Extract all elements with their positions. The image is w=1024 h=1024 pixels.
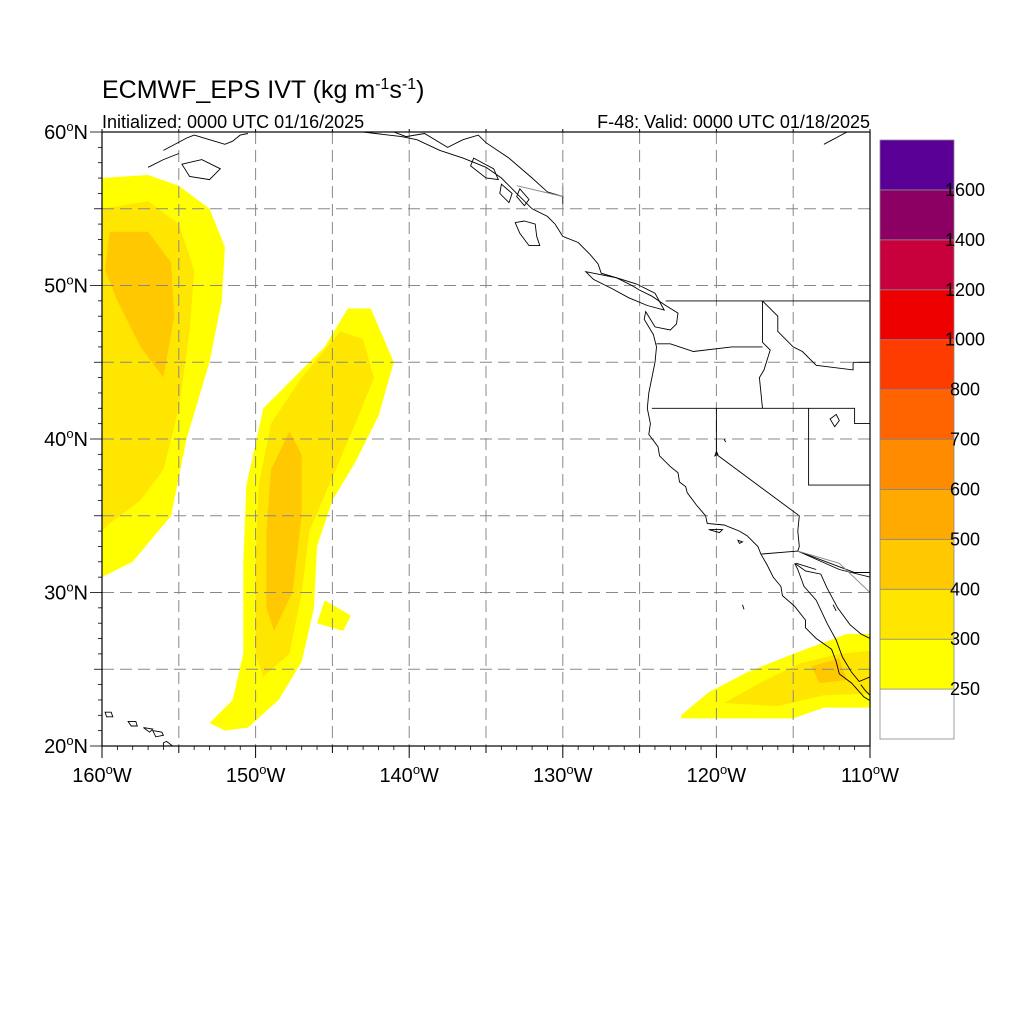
political-border (656, 343, 763, 352)
colorbar-label: 1000 (945, 330, 985, 350)
political-border (651, 407, 870, 425)
island-outline (737, 539, 744, 545)
political-border (393, 132, 564, 205)
colorbar-swatch (879, 538, 955, 590)
political-border (715, 408, 800, 552)
colorbar-swatch (879, 588, 955, 640)
x-tick-label: 120oW (687, 762, 747, 787)
y-tick-label: 20oN (44, 733, 88, 758)
colorbar-label: 400 (950, 579, 980, 599)
ivt-fill-layer (102, 175, 870, 731)
colorbar-swatch (879, 289, 955, 341)
lake-outline (829, 413, 840, 428)
colorbar-swatch (879, 439, 955, 490)
colorbar: 250 300 400 500 600 700 800 1000 1200 1400 1600 (879, 139, 985, 740)
island-outline (742, 604, 745, 610)
island-outline (470, 157, 500, 181)
minor-border (516, 185, 563, 197)
island-outline (514, 220, 541, 247)
y-tick-label: 30oN (44, 580, 88, 605)
central-pacific-plume-level-3 (266, 431, 302, 631)
gridlines (102, 132, 870, 746)
colorbar-swatch (879, 389, 955, 440)
colorbar-swatch (879, 189, 955, 241)
island-outline (127, 720, 138, 727)
lake-outline (723, 438, 727, 443)
political-border (758, 300, 771, 409)
political-border (762, 300, 870, 371)
subtropical-plume-level-3 (811, 658, 847, 684)
colorbar-label: 300 (950, 629, 980, 649)
x-tick-label: 140oW (379, 762, 439, 787)
north-pacific-plume-level-3 (105, 231, 175, 378)
central-pacific-plume-tail-level-1 (317, 600, 351, 631)
x-tick-label: 150oW (226, 762, 286, 787)
axis-ticks: 160oW 150oW 140oW 130oW 120oW 110oW 60oN 50oN 40… (44, 119, 899, 787)
geography-layer (104, 132, 870, 746)
colorbar-label: 1200 (945, 280, 985, 300)
subtitle-initialized: Initialized: 0000 UTC 01/16/2025 (102, 112, 364, 132)
colorbar-swatch (879, 638, 955, 690)
island-outline (516, 187, 530, 207)
island-outline (143, 727, 154, 733)
colorbar-swatch (879, 239, 955, 291)
colorbar-label: 600 (950, 479, 980, 499)
island-outline (104, 711, 114, 718)
y-tick-label: 50oN (44, 273, 88, 298)
political-border (760, 550, 870, 573)
colorbar-swatch (879, 339, 955, 390)
x-tick-label: 160oW (72, 762, 132, 787)
coastline (163, 134, 195, 151)
political-border (797, 550, 870, 578)
colorbar-label: 700 (950, 430, 980, 450)
political-border (808, 408, 870, 486)
colorbar-label: 1400 (945, 230, 985, 250)
coastline (194, 133, 248, 145)
minor-border (797, 550, 870, 593)
lake-outline (714, 450, 719, 457)
coastline (147, 153, 179, 168)
x-tick-label: 130oW (533, 762, 593, 787)
colorbar-label: 1600 (945, 180, 985, 200)
coastline (794, 562, 870, 683)
subtitle-valid-time: F-48: Valid: 0000 UTC 01/18/2025 (597, 112, 870, 132)
island-outline (832, 604, 837, 612)
colorbar-label: 250 (950, 679, 980, 699)
y-tick-label: 60oN (44, 119, 88, 144)
colorbar-label: 800 (950, 380, 980, 400)
island-outline (584, 270, 666, 311)
y-tick-label: 40oN (44, 426, 88, 451)
colorbar-label: 500 (950, 529, 980, 549)
colorbar-swatch (879, 688, 955, 740)
coastline (363, 132, 870, 702)
x-tick-label: 110oW (841, 762, 899, 787)
colorbar-swatch (879, 139, 955, 191)
island-outline (708, 529, 724, 534)
coastline (823, 132, 870, 145)
island-outline (151, 730, 165, 738)
island-outline (162, 740, 174, 746)
political-border (796, 562, 817, 570)
island-outline (181, 159, 222, 181)
coastline (860, 684, 870, 696)
colorbar-swatch (879, 489, 955, 540)
island-outline (499, 183, 513, 204)
figure-title: ECMWF_EPS IVT (kg m-1s-1) (102, 76, 424, 104)
